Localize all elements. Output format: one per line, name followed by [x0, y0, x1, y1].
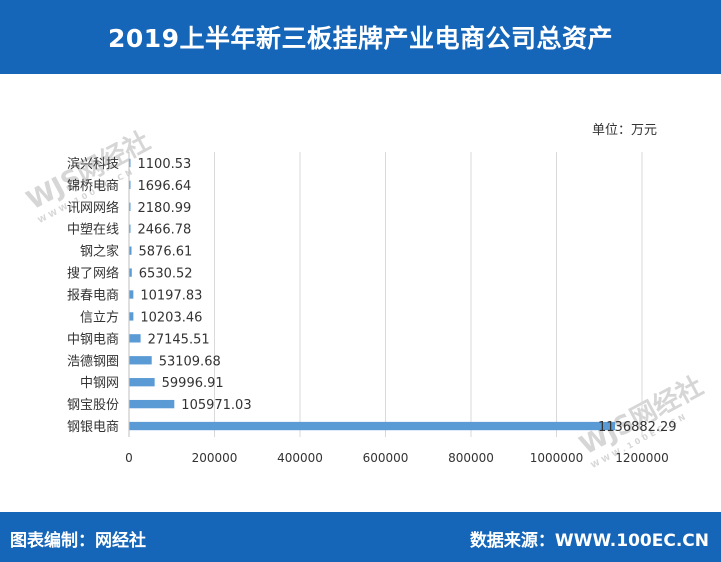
data-label: 5876.61	[139, 245, 193, 260]
bar	[129, 202, 131, 211]
category-label: 信立方	[80, 309, 119, 325]
category-label: 锦桥电商	[67, 179, 119, 194]
category-label: 中钢网	[80, 376, 119, 391]
category-label: 搜了网络	[67, 266, 119, 282]
bar-chart: 0 200000 400000 600000 800000 1000000 1200000 滨…	[67, 152, 677, 465]
category-label: 浩德钢圈	[67, 354, 119, 369]
x-tick-label: 800000	[448, 451, 494, 465]
category-label: 中钢电商	[67, 332, 119, 347]
x-tick-label: 0	[125, 451, 133, 465]
data-label: 10203.46	[140, 310, 202, 325]
category-label: 讯网网络	[67, 200, 119, 216]
data-label: 6530.52	[139, 267, 193, 282]
bar	[129, 378, 155, 387]
category-label: 钢宝股份	[67, 398, 119, 413]
category-label: 滨兴科技	[67, 156, 119, 172]
data-label: 1136882.29	[598, 420, 677, 435]
bar	[129, 246, 132, 255]
data-label: 27145.51	[148, 332, 210, 347]
data-label: 2180.99	[138, 201, 192, 216]
x-tick-label: 1000000	[530, 451, 583, 465]
bar	[129, 268, 132, 277]
x-tick-label: 1200000	[615, 451, 668, 465]
bar	[129, 224, 131, 233]
chart-title: 2019上半年新三板挂牌产业电商公司总资产	[107, 24, 614, 53]
bar	[129, 180, 131, 190]
x-tick-label: 400000	[277, 451, 323, 465]
bar	[129, 399, 175, 409]
footer-compiler: 图表编制：网经社	[10, 531, 146, 551]
x-tick-label: 600000	[363, 451, 409, 465]
category-label: 钢之家	[80, 244, 119, 260]
data-label: 105971.03	[181, 398, 251, 413]
data-label: 1696.64	[138, 179, 192, 194]
bar	[129, 312, 134, 321]
bar	[129, 158, 131, 168]
data-label: 1100.53	[138, 157, 192, 172]
bar	[129, 334, 141, 343]
chart-header: 2019上半年新三板挂牌产业电商公司总资产	[0, 0, 721, 74]
bar	[129, 290, 134, 299]
category-label: 中塑在线	[67, 223, 119, 238]
unit-note: 单位：万元	[592, 123, 658, 138]
data-label: 2466.78	[138, 223, 192, 238]
data-label: 53109.68	[159, 354, 221, 369]
footer-source: 数据来源：WWW.100EC.CN	[469, 531, 709, 551]
category-label: 钢银电商	[67, 420, 119, 435]
category-label: 报春电商	[67, 289, 119, 304]
bar	[129, 421, 616, 431]
data-label: 59996.91	[162, 376, 224, 391]
data-label: 10197.83	[140, 289, 202, 304]
footer: 图表编制：网经社 数据来源：WWW.100EC.CN	[0, 512, 721, 562]
x-tick-label: 200000	[192, 451, 238, 465]
bar	[129, 356, 152, 365]
